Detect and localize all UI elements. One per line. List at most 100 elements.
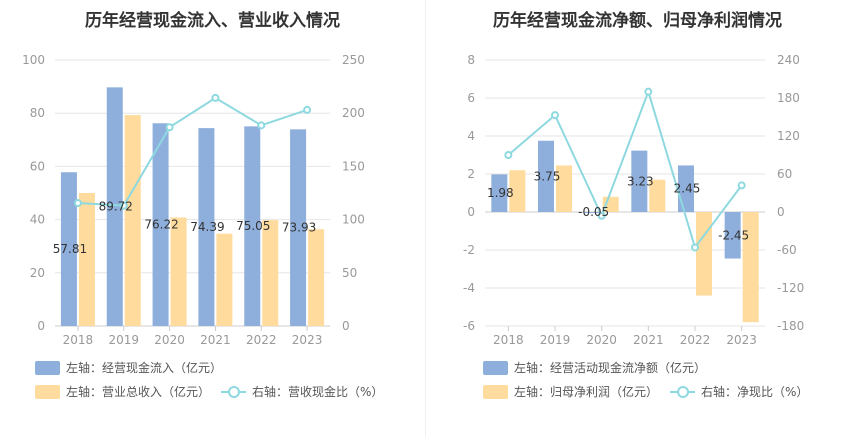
x-tick-label: 2018: [493, 333, 524, 347]
chart-panel-right: 历年经营现金流净额、归母净利润情况 -6 -180 -4 -120 -2 -60 0 0 2 60…: [425, 0, 850, 437]
x-tick-label: 2019: [540, 333, 571, 347]
x-tick-label: 2020: [586, 333, 617, 347]
line-point: [73, 199, 82, 208]
y-tick-label-right: -60: [777, 243, 797, 257]
data-label: 2.45: [674, 182, 701, 196]
legend-swatch: [483, 360, 508, 375]
line-series: [77, 96, 308, 207]
bar-series-2: [170, 217, 187, 326]
data-label: 74.39: [190, 220, 224, 234]
line-point: [257, 121, 266, 130]
legend-item-cash-ratio[interactable]: 右轴：营收现金比（%）: [221, 383, 383, 400]
y-tick-label-left: 8: [467, 53, 475, 67]
y-tick-label-right: 200: [342, 106, 365, 120]
y-tick-label-left: -2: [463, 243, 475, 257]
legend-label: 右轴：净现比（%）: [701, 385, 809, 399]
y-tick-label-left: 20: [30, 266, 45, 280]
y-tick-label-right: 240: [777, 53, 800, 67]
bar-series-1: [244, 126, 261, 326]
y-tick-label-right: 180: [777, 91, 800, 105]
line-point: [737, 181, 746, 190]
line-point: [691, 243, 699, 252]
legend-label: 左轴：营业总收入（亿元）: [66, 385, 211, 399]
y-tick-label-right: 120: [777, 129, 800, 143]
x-tick-label: 2020: [154, 333, 185, 347]
legend-swatch: [483, 384, 508, 399]
y-tick-label-left: 4: [467, 129, 475, 143]
line-series: [507, 88, 743, 250]
y-tick-label-right: 100: [342, 213, 365, 227]
line-point: [211, 93, 220, 102]
y-tick-label-right: -180: [777, 319, 804, 333]
y-tick-label-left: 60: [30, 159, 45, 173]
x-tick-label: 2021: [633, 333, 664, 347]
y-tick-label-left: 0: [37, 319, 45, 333]
legend-label: 左轴：经营现金流入（亿元）: [66, 361, 223, 375]
bar-series-1: [290, 129, 307, 326]
bar-series-2: [556, 165, 572, 212]
legend-item-revenue[interactable]: 左轴：营业总收入（亿元）: [35, 383, 210, 400]
legend-swatch: [221, 385, 246, 399]
y-tick-label-left: 80: [30, 106, 45, 120]
y-tick-label-right: 0: [342, 319, 350, 333]
x-tick-label: 2023: [726, 333, 757, 347]
chart-title-right: 历年经营现金流净额、归母净利润情况: [493, 11, 782, 31]
bar-series-1: [538, 140, 554, 212]
data-label: 73.93: [282, 221, 316, 235]
line-point: [119, 201, 128, 210]
panel-divider: [425, 0, 426, 437]
data-label: 89.72: [99, 200, 133, 214]
y-tick-label-left: -4: [463, 281, 475, 295]
line-point: [597, 211, 606, 220]
legend-swatch: [35, 360, 60, 375]
data-label: 75.05: [236, 219, 270, 233]
y-tick-label-right: 0: [777, 205, 785, 219]
legend-label: 左轴：经营活动现金流净额（亿元）: [514, 361, 707, 375]
bar-series-2: [262, 220, 279, 326]
bar-series-2: [509, 170, 526, 212]
bar-series-1: [631, 150, 648, 212]
data-label: -2.45: [718, 228, 749, 242]
x-tick-label: 2019: [108, 333, 139, 347]
legend-item-net-cash-flow[interactable]: 左轴：经营活动现金流净额（亿元）: [483, 359, 706, 376]
y-tick-label-left: 0: [467, 205, 475, 219]
bar-series-2: [124, 115, 141, 326]
bar-series-1: [724, 212, 741, 259]
y-tick-label-left: 100: [22, 53, 45, 67]
legend-item-cash-inflow[interactable]: 左轴：经营现金流入（亿元）: [35, 359, 222, 376]
y-tick-label-right: 250: [342, 53, 365, 67]
y-tick-label-right: -120: [777, 281, 804, 295]
y-tick-label-right: 150: [342, 159, 365, 173]
y-tick-label-left: 2: [467, 167, 475, 181]
legend-swatch: [670, 385, 695, 399]
legend-swatch: [35, 384, 60, 399]
y-tick-label-left: 40: [30, 213, 45, 227]
bar-series-2: [742, 212, 759, 323]
bar-series-2: [216, 233, 233, 326]
data-label: -0.05: [578, 205, 609, 219]
data-label: 1.98: [487, 186, 514, 200]
line-point: [504, 151, 513, 159]
y-tick-label-left: -6: [463, 319, 475, 333]
y-tick-label-right: 50: [342, 266, 357, 280]
data-label: 57.81: [53, 242, 87, 256]
line-point: [644, 87, 653, 96]
x-tick-label: 2023: [292, 333, 323, 347]
data-label: 3.23: [627, 174, 654, 188]
bar-series-1: [198, 128, 215, 326]
bar-series-1: [152, 123, 169, 327]
bar-series-2: [78, 193, 95, 326]
chart-right: -6 -180 -4 -120 -2 -60 0 0 2 60 4 120 6 180 8 240 2018 20…: [463, 53, 804, 347]
x-tick-label: 2021: [200, 333, 231, 347]
chart-panel-left: 历年经营现金流入、营业收入情况 0 0 20 50 40 100 60 150 80 200 100…: [22, 11, 383, 400]
x-tick-label: 2018: [63, 333, 94, 347]
line-point: [165, 123, 174, 132]
legend-item-net-profit[interactable]: 左轴：归母净利润（亿元）: [483, 383, 658, 400]
bar-series-1: [491, 174, 508, 212]
x-tick-label: 2022: [680, 333, 711, 347]
y-tick-label-left: 6: [467, 91, 475, 105]
data-label: 76.22: [144, 218, 178, 232]
legend-item-net-cash-ratio[interactable]: 右轴：净现比（%）: [670, 383, 808, 400]
bar-series-2: [308, 229, 325, 326]
legend-label: 左轴：归母净利润（亿元）: [514, 385, 659, 399]
